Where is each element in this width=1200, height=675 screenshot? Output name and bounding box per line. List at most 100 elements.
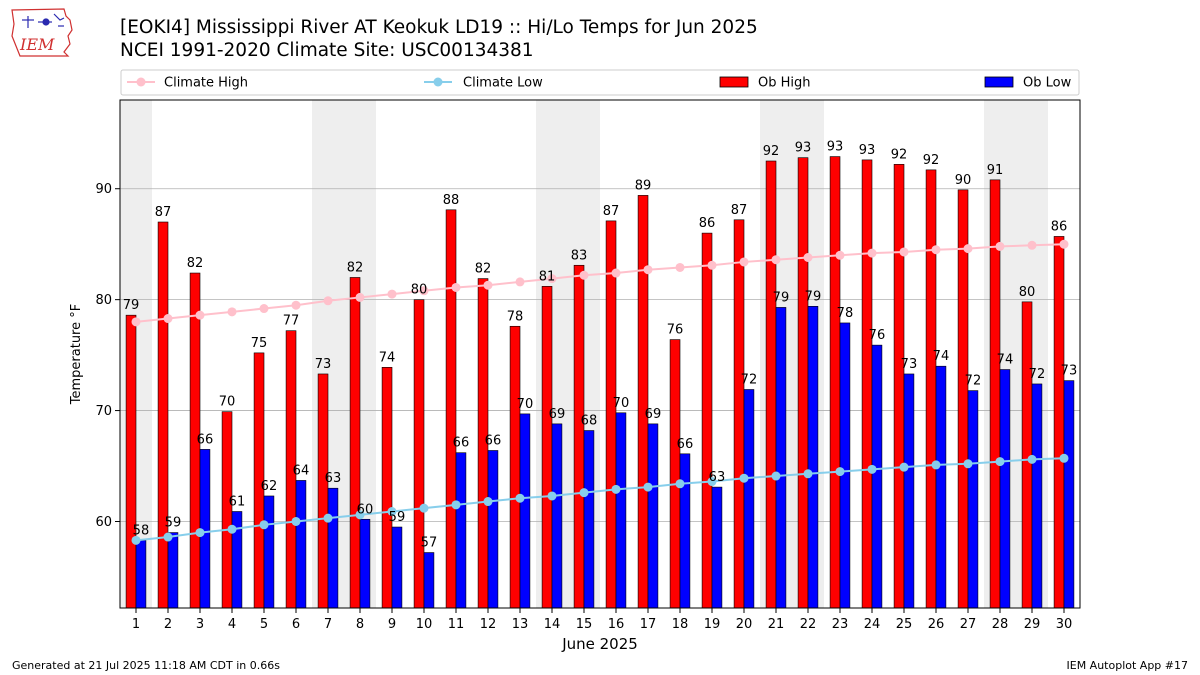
point-climate-low <box>419 503 429 513</box>
bar-ob-high <box>381 367 393 609</box>
point-climate-high <box>131 317 141 327</box>
label-ob-high: 89 <box>635 178 652 193</box>
label-ob-high: 80 <box>1019 285 1036 300</box>
point-climate-high <box>803 253 813 263</box>
bar-ob-high <box>541 286 553 609</box>
label-ob-high: 90 <box>955 173 972 188</box>
label-ob-high: 76 <box>667 323 684 338</box>
legend-ob-low: Ob Low <box>984 76 1072 91</box>
label-ob-high: 75 <box>251 336 268 351</box>
point-climate-high <box>611 268 621 278</box>
point-climate-high <box>995 241 1005 251</box>
label-ob-low: 61 <box>229 495 246 510</box>
legend-ob-high: Ob High <box>719 76 811 91</box>
label-ob-high: 86 <box>699 216 716 231</box>
bar-ob-high <box>413 299 425 609</box>
bar-ob-low <box>647 423 659 609</box>
x-tick-label: 29 <box>1024 617 1041 632</box>
bar-ob-high <box>893 164 905 609</box>
bar-ob-low <box>455 452 467 609</box>
iem-logo: IEM <box>11 8 73 57</box>
point-climate-high <box>707 260 717 270</box>
point-climate-low <box>675 479 685 489</box>
point-climate-high <box>643 265 653 275</box>
legend-label-climate-high: Climate High <box>164 76 248 91</box>
x-tick-label: 21 <box>768 617 785 632</box>
bar-ob-low <box>679 453 691 609</box>
label-ob-high: 74 <box>379 350 396 365</box>
x-tick-label: 12 <box>480 617 497 632</box>
x-tick-label: 3 <box>196 617 204 632</box>
x-tick-label: 8 <box>356 617 364 632</box>
legend-label-climate-low: Climate Low <box>463 76 543 91</box>
point-climate-low <box>899 462 909 472</box>
line-climate-low <box>135 457 1065 542</box>
bar-ob-low <box>871 344 883 609</box>
label-ob-high: 82 <box>187 256 204 271</box>
legend: Climate High Climate Low Ob High Ob Low <box>120 69 1080 96</box>
bar-ob-low <box>423 552 435 609</box>
label-ob-low: 66 <box>485 433 502 448</box>
bar-ob-low <box>519 413 531 609</box>
x-tick-label: 11 <box>448 617 465 632</box>
bar-ob-high <box>317 373 329 609</box>
bar-ob-high <box>221 411 233 609</box>
y-tick-label: 80 <box>95 293 112 308</box>
point-climate-low <box>291 516 301 526</box>
label-ob-high: 80 <box>411 283 428 298</box>
x-tick-label: 13 <box>512 617 529 632</box>
bar-ob-low <box>935 365 947 609</box>
y-tick-label: 60 <box>95 515 112 530</box>
label-ob-high: 92 <box>763 144 780 159</box>
bar-ob-low <box>583 430 595 609</box>
label-ob-low: 72 <box>1029 367 1046 382</box>
label-ob-low: 59 <box>389 510 406 525</box>
data-labels: 79 58 87 59 82 66 70 61 75 62 77 64 73 63 82 60 74 59 80 57… <box>123 140 1077 551</box>
bar-ob-low <box>1063 380 1075 609</box>
x-tick-label: 2 <box>164 617 172 632</box>
bar-ob-low <box>359 518 371 609</box>
bar-ob-high <box>1021 301 1033 609</box>
label-ob-low: 58 <box>133 523 150 538</box>
label-ob-low: 69 <box>645 407 662 422</box>
label-ob-low: 62 <box>261 479 278 494</box>
bar-ob-high <box>829 156 841 609</box>
point-climate-low <box>931 460 941 470</box>
point-climate-high <box>739 257 749 267</box>
point-climate-low <box>579 488 589 498</box>
label-ob-low: 64 <box>293 463 310 478</box>
bar-ob-low <box>327 487 339 609</box>
x-tick-label: 30 <box>1056 617 1073 632</box>
label-ob-low: 79 <box>805 289 822 304</box>
point-climate-high <box>547 274 557 284</box>
bar-ob-low <box>839 322 851 609</box>
point-climate-high <box>867 248 877 258</box>
label-ob-low: 57 <box>421 536 438 551</box>
point-climate-high <box>675 262 685 272</box>
bar-ob-high <box>445 209 457 609</box>
bar-ob-low <box>391 526 403 609</box>
x-tick-label: 4 <box>228 617 236 632</box>
bar-ob-high <box>701 232 713 609</box>
x-tick-label: 1 <box>132 617 140 632</box>
label-ob-high: 87 <box>731 203 748 218</box>
label-ob-low: 76 <box>869 328 886 343</box>
bar-ob-low <box>775 307 787 609</box>
point-climate-low <box>835 467 845 477</box>
point-climate-low <box>355 510 365 520</box>
x-tick-label: 20 <box>736 617 753 632</box>
label-ob-low: 72 <box>741 372 758 387</box>
x-tick-label: 27 <box>960 617 977 632</box>
point-climate-low <box>387 507 397 517</box>
footer-generated: Generated at 21 Jul 2025 11:18 AM CDT in… <box>12 659 280 672</box>
x-axis-label: June 2025 <box>561 635 638 653</box>
label-ob-low: 63 <box>709 470 726 485</box>
label-ob-high: 92 <box>891 147 908 162</box>
bar-ob-high <box>925 169 937 609</box>
label-ob-low: 68 <box>581 414 598 429</box>
plot-frame <box>119 99 1081 609</box>
point-climate-high <box>899 247 909 257</box>
chart-title: [EOKI4] Mississippi River AT Keokuk LD19… <box>120 17 758 38</box>
x-tick-label: 25 <box>896 617 913 632</box>
